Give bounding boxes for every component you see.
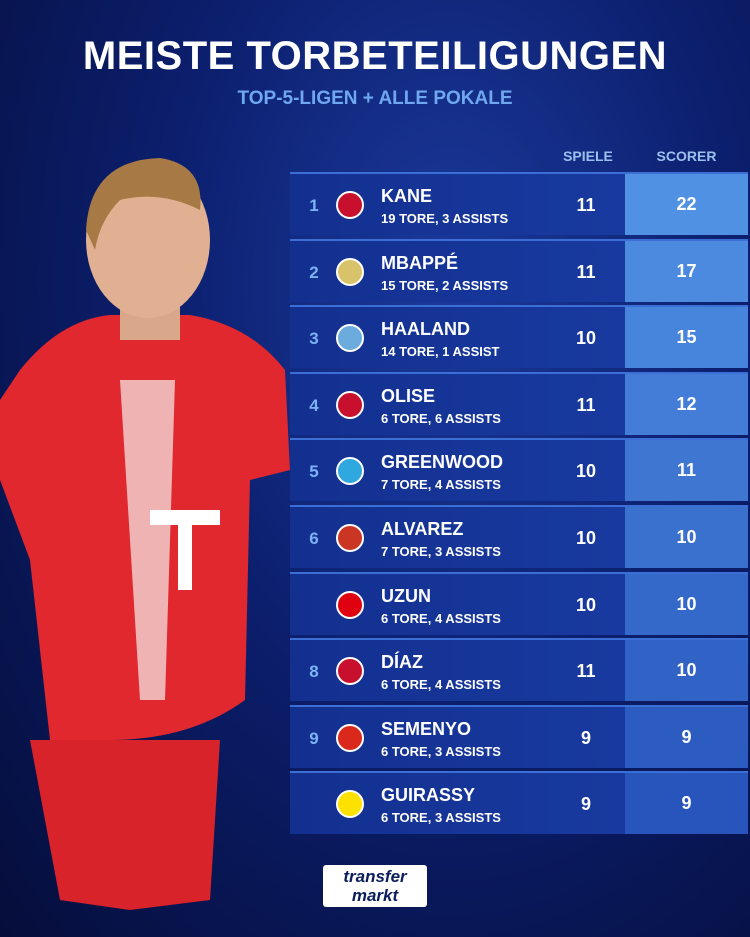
games-value: 9 (580, 794, 591, 815)
table-row: 4 OLISE 6 TORE, 6 ASSISTS 11 12 (290, 371, 748, 435)
games-value: 11 (576, 661, 596, 682)
games-value: 10 (575, 328, 597, 349)
player-detail: 6 TORE, 4 ASSISTS (381, 610, 501, 626)
club-crest (336, 590, 364, 619)
player-name: UZUN (381, 585, 431, 606)
points-value: 10 (625, 640, 748, 702)
subtitle: TOP-5-LIGEN + ALLE POKALE (237, 88, 513, 109)
title: MEISTE TORBETEILIGUNGEN (82, 34, 668, 78)
rank: 8 (309, 662, 319, 682)
points-value: 12 (625, 373, 748, 435)
shorts (30, 740, 220, 910)
table-row: 9 SEMENYO 6 TORE, 3 ASSISTS 9 9 (290, 704, 748, 768)
points-value: 22 (625, 174, 748, 235)
points-value: 10 (625, 507, 748, 568)
player-name: DÍAZ (381, 652, 423, 673)
table-row: 8 DÍAZ 6 TORE, 4 ASSISTS 11 10 (290, 638, 748, 702)
logo-text: markt (351, 886, 399, 905)
points-value: 17 (625, 240, 748, 302)
games-value: 11 (576, 394, 596, 415)
games-value: 10 (575, 528, 597, 548)
games-value: 11 (576, 261, 596, 282)
player-illustration (0, 158, 290, 910)
club-crest (336, 790, 364, 819)
club-crest (336, 657, 364, 686)
player-name: KANE (381, 186, 433, 206)
club-crest (336, 324, 364, 353)
player-name: MBAPPÉ (381, 252, 459, 273)
table-row: 1 KANE 19 TORE, 3 ASSISTS 11 22 (290, 172, 748, 235)
club-crest (336, 457, 364, 486)
table-row: 6 ALVAREZ 7 TORE, 3 ASSISTS 10 10 (290, 505, 748, 568)
player-detail: 6 TORE, 3 ASSISTS (381, 743, 501, 759)
table-row: 5 GREENWOOD 7 TORE, 4 ASSISTS 10 11 (290, 438, 748, 502)
points-value: 9 (625, 773, 748, 835)
games-value: 10 (575, 594, 597, 615)
rank: 1 (309, 196, 319, 215)
player-detail: 6 TORE, 6 ASSISTS (381, 410, 501, 426)
player-detail: 7 TORE, 3 ASSISTS (381, 544, 501, 559)
table-row: 3 HAALAND 14 TORE, 1 ASSIST 10 15 (290, 305, 748, 369)
player-detail: 15 TORE, 2 ASSISTS (381, 277, 509, 293)
club-crest (336, 390, 364, 419)
player-name: OLISE (381, 385, 436, 406)
table-row: GUIRASSY 6 TORE, 3 ASSISTS 9 9 (290, 771, 748, 835)
table-row: 2 MBAPPÉ 15 TORE, 2 ASSISTS 11 17 (290, 238, 748, 302)
player-name: SEMENYO (381, 718, 472, 739)
points-value: 11 (625, 440, 748, 502)
rank: 5 (309, 462, 319, 482)
points-value: 10 (625, 573, 748, 635)
club-crest (336, 524, 364, 552)
logo: transfer markt (323, 865, 427, 907)
rank: 2 (309, 262, 319, 282)
player-name: HAALAND (381, 319, 470, 340)
logo-text: transfer (343, 867, 407, 886)
player-detail: 6 TORE, 4 ASSISTS (381, 677, 501, 693)
jersey-stripe (120, 380, 175, 700)
player-detail: 14 TORE, 1 ASSIST (381, 344, 500, 360)
games-value: 10 (575, 461, 597, 482)
club-crest (336, 723, 364, 752)
rank: 6 (309, 529, 319, 548)
player-detail: 7 TORE, 4 ASSISTS (381, 477, 501, 493)
player-name: ALVAREZ (381, 519, 464, 539)
games-value: 9 (580, 727, 591, 748)
player-detail: 6 TORE, 3 ASSISTS (381, 810, 501, 826)
jersey-logo (150, 510, 220, 590)
club-crest (336, 191, 364, 219)
player-detail: 19 TORE, 3 ASSISTS (381, 211, 509, 226)
player-name: GUIRASSY (381, 785, 476, 806)
column-header: SPIELE (563, 148, 613, 164)
points-value: 15 (625, 307, 748, 369)
table-row: UZUN 6 TORE, 4 ASSISTS 10 10 (290, 571, 748, 635)
player-name: GREENWOOD (381, 452, 504, 473)
rank: 3 (309, 329, 319, 349)
rank: 9 (309, 728, 319, 748)
column-header: SCORER (656, 148, 717, 164)
club-crest (336, 257, 364, 286)
rank: 4 (309, 395, 319, 415)
hair (86, 158, 201, 250)
games-value: 11 (576, 195, 596, 215)
points-value: 9 (625, 706, 748, 768)
